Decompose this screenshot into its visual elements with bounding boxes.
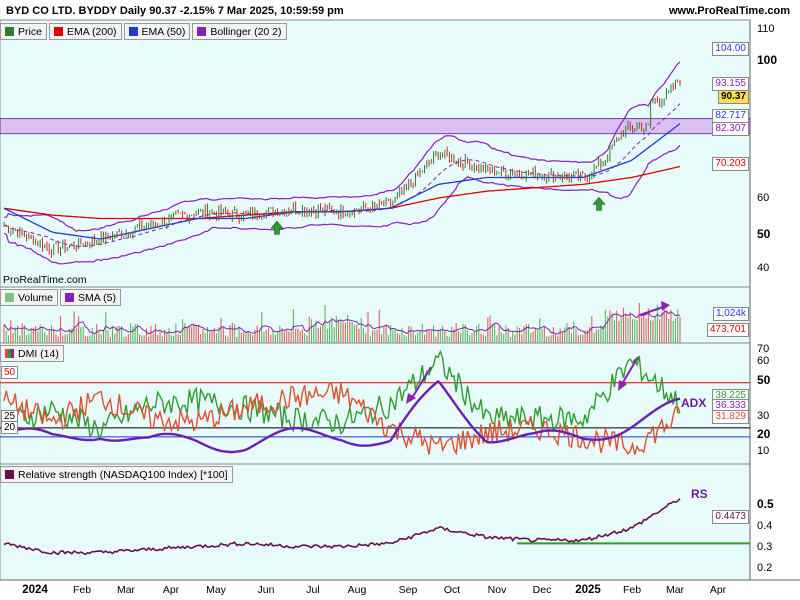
dmi-ytick-10: 10 — [757, 445, 770, 457]
legend-label: Relative strength (NASDAQ100 Index) [*10… — [18, 468, 228, 481]
legend-dmi[interactable]: DMI (14) — [0, 345, 64, 362]
ema50-swatch-icon — [128, 27, 138, 36]
legend-label: Bollinger (20 2) — [210, 25, 282, 38]
dmi-legend: DMI (14) — [0, 345, 64, 362]
level-50-label: 50 — [1, 366, 19, 379]
price-pane-bg — [0, 19, 751, 288]
xtick-apr: Apr — [162, 584, 180, 596]
source-label: www.ProRealTime.com — [668, 5, 790, 17]
legend-label: Price — [18, 25, 42, 38]
price-legend: Price EMA (200) EMA (50) Bollinger (20 2… — [0, 23, 287, 40]
ytick-110: 110 — [757, 23, 775, 35]
volume-arrow-head-icon — [661, 301, 670, 311]
bollinger-lower-line — [3, 144, 681, 265]
volume-sma-line — [3, 310, 681, 335]
volume-legend: Volume SMA (5) — [0, 289, 121, 306]
xtick-feb: Feb — [72, 584, 92, 596]
xtick-apr-2025: Apr — [709, 584, 727, 596]
legend-label: Volume — [18, 291, 54, 304]
badge-bollinger-lower: 82.307 — [712, 122, 749, 136]
legend-volume[interactable]: Volume — [0, 289, 59, 306]
xtick-sep: Sep — [398, 584, 418, 596]
xtick-nov: Nov — [487, 584, 507, 596]
resistance-zone — [0, 118, 751, 135]
legend-label: EMA (200) — [66, 25, 117, 38]
dmi-arrow-2 — [621, 356, 639, 385]
level-20-label: 20 — [1, 421, 19, 434]
rs-swatch-icon — [5, 470, 14, 479]
legend-ema200[interactable]: EMA (200) — [48, 23, 122, 40]
bollinger-swatch-icon — [197, 27, 207, 36]
dmi-ytick-30: 30 — [757, 410, 770, 422]
legend-label: SMA (5) — [78, 291, 116, 304]
legend-sma5[interactable]: SMA (5) — [60, 289, 121, 306]
sma-swatch-icon — [65, 293, 75, 302]
xtick-dec: Dec — [532, 584, 552, 596]
xtick-feb-2025: Feb — [622, 584, 642, 596]
xtick-oct: Oct — [443, 584, 461, 596]
badge-ema50: 82.717 — [712, 109, 749, 123]
dmi-ytick-70: 70 — [757, 343, 770, 355]
ytick-40: 40 — [757, 262, 770, 274]
rs-line — [3, 498, 681, 556]
rs-legend: Relative strength (NASDAQ100 Index) [*10… — [0, 466, 233, 483]
y-axis-area — [750, 20, 800, 580]
legend-label: DMI (14) — [18, 347, 59, 360]
legend-ema50[interactable]: EMA (50) — [123, 23, 191, 40]
rs-annotation: RS — [691, 487, 708, 501]
legend-bollinger[interactable]: Bollinger (20 2) — [192, 23, 287, 40]
volume-swatch-icon — [5, 293, 14, 302]
xtick-mar-2025: Mar — [665, 584, 685, 596]
dmi-ytick-60: 60 — [757, 355, 770, 367]
xtick-2024: 2024 — [22, 584, 48, 596]
ytick-50: 50 — [757, 227, 771, 241]
rs-ytick-03: 0.3 — [757, 541, 773, 553]
dmi-arrow-head-icon — [406, 393, 416, 404]
price-swatch-icon — [5, 27, 14, 36]
ytick-60: 60 — [757, 192, 770, 204]
xtick-jun: Jun — [257, 584, 275, 596]
ema200-swatch-icon — [53, 27, 63, 36]
badge-rs: 0.4473 — [712, 510, 749, 524]
badge-volume: 1,024k — [712, 307, 749, 321]
buy-arrow-icon — [270, 220, 284, 235]
level-25-label: 25 — [1, 410, 19, 423]
dmi-ytick-20: 20 — [757, 427, 771, 441]
bollinger-upper-line — [3, 61, 681, 232]
xtick-mar: Mar — [116, 584, 136, 596]
ytick-100: 100 — [757, 53, 778, 67]
dmi-swatch-icon — [5, 349, 14, 358]
dmi-minus-di-line — [3, 382, 681, 456]
watermark: ProRealTime.com — [3, 274, 87, 286]
badge-bollinger-upper: 93.155 — [712, 77, 749, 91]
adx-annotation: ADX — [681, 396, 707, 410]
rs-ytick-05: 0.5 — [757, 497, 774, 511]
badge-minus-di: 31.829 — [712, 410, 749, 424]
xtick-aug: Aug — [347, 584, 367, 596]
dmi-ytick-50: 50 — [757, 373, 771, 387]
dmi-arrow-head-icon — [618, 380, 627, 391]
rs-pane-bg — [0, 463, 751, 581]
xtick-may: May — [206, 584, 226, 596]
badge-ema200: 70.203 — [712, 157, 749, 171]
dmi-arrow-1 — [411, 366, 432, 399]
legend-price[interactable]: Price — [0, 23, 47, 40]
legend-label: EMA (50) — [141, 25, 186, 38]
badge-volume-sma: 473,701 — [706, 323, 749, 337]
badge-104: 104.00 — [712, 42, 749, 56]
chart-title: BYD CO LTD. BYDDY Daily 90.37 -2.15% 7 M… — [6, 5, 344, 17]
buy-arrow-icon — [592, 196, 606, 211]
rs-ytick-02: 0.2 — [757, 562, 773, 574]
dmi-adx-line — [3, 379, 681, 454]
legend-rs[interactable]: Relative strength (NASDAQ100 Index) [*10… — [0, 466, 233, 483]
xtick-jul: Jul — [306, 584, 320, 596]
xtick-2025: 2025 — [575, 584, 601, 596]
badge-last-price: 90.37 — [717, 90, 749, 104]
rs-ytick-04: 0.4 — [757, 520, 773, 532]
